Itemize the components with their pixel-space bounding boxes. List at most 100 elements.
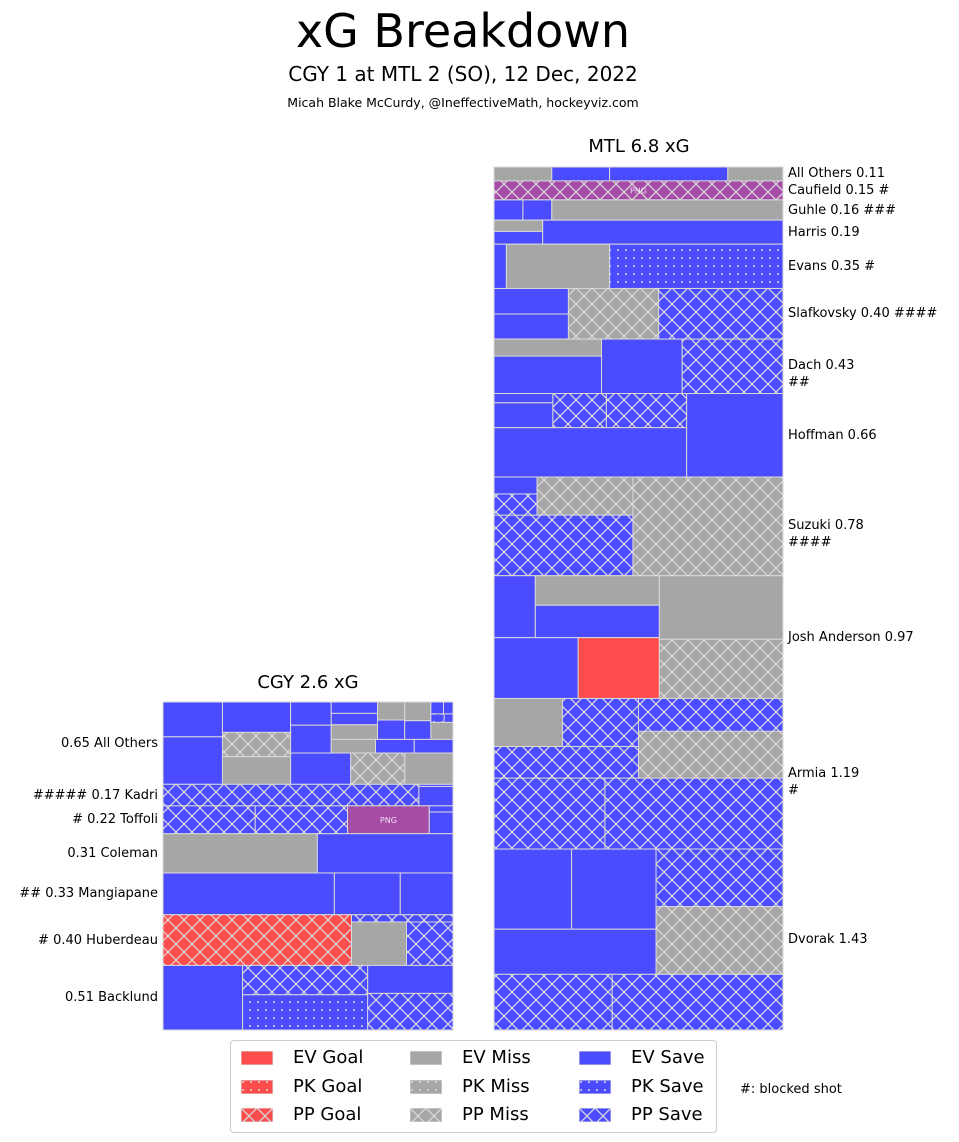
player-label-mtl: Slafkovsky 0.40 ####	[788, 306, 938, 322]
shot-cell-cgy-save-ev	[430, 701, 445, 715]
shot-cell-mtl-miss-ev	[551, 199, 784, 221]
legend-swatch	[241, 1051, 273, 1065]
shot-cell-cgy-save-ev	[333, 872, 401, 916]
mtl-treemap-title: MTL 6.8 xG	[588, 136, 690, 157]
shot-cell-cgy-save-ev	[162, 964, 244, 1031]
player-label-cgy: 0.31 Coleman	[67, 845, 158, 861]
player-label-mtl: Guhle 0.16 ###	[788, 202, 897, 218]
legend-label: PP Goal	[293, 1104, 362, 1125]
legend-swatch	[410, 1051, 442, 1065]
shot-cell-mtl-miss-pp	[567, 287, 660, 340]
shot-cell-cgy-save-ev	[443, 713, 454, 723]
shot-cell-mtl-save-ev	[686, 393, 784, 478]
shot-cell-cgy-save-ev	[413, 738, 454, 754]
shot-cell-cgy-miss-pp	[221, 731, 292, 758]
shot-cell-mtl-save-ev	[601, 338, 683, 395]
png-marker-label: PNG	[380, 816, 397, 825]
shot-cell-mtl-save-ev	[522, 199, 553, 221]
player-label-mtl: Armia 1.19 #	[788, 765, 860, 798]
shot-cell-mtl-miss-ev	[505, 243, 611, 289]
shot-cell-mtl-miss-ev	[493, 219, 544, 232]
shot-cell-cgy-save-ev	[404, 720, 432, 740]
shot-cell-cgy-miss-ev	[404, 752, 454, 785]
shot-cell-mtl-miss-ev	[658, 575, 784, 640]
shot-cell-mtl-save-pp	[658, 287, 784, 340]
shot-cell-cgy-save-ev	[290, 701, 332, 726]
shot-cell-mtl-save-pp	[611, 973, 784, 1031]
cgy-treemap-title: CGY 2.6 xG	[257, 672, 359, 693]
player-label-cgy: ## 0.33 Mangiapane	[19, 886, 158, 902]
shot-cell-cgy-miss-ev	[330, 724, 379, 740]
chart-credit: Micah Blake McCurdy, @IneffectiveMath, h…	[287, 95, 639, 110]
player-label-cgy: 0.51 Backlund	[65, 990, 158, 1006]
shot-cell-cgy-save-pk	[242, 994, 369, 1031]
shot-cell-mtl-save-pk	[609, 243, 784, 289]
shot-cell-cgy-miss-pp	[350, 752, 406, 785]
shot-cell-mtl-miss-ev	[493, 338, 603, 357]
shot-cell-mtl-miss-ev	[727, 166, 784, 182]
shot-cell-mtl-save-ev	[493, 230, 544, 245]
shot-cell-cgy-save-pp	[405, 921, 454, 966]
player-label-mtl: Josh Anderson 0.97	[788, 629, 914, 645]
shot-cell-mtl-miss-pp	[632, 476, 784, 577]
shot-cell-mtl-miss-pp	[655, 906, 784, 975]
legend-swatch	[579, 1051, 611, 1065]
player-label-mtl: Suzuki 0.78 ####	[788, 518, 864, 551]
shot-cell-mtl-save-pp	[638, 697, 784, 732]
shot-cell-cgy-save-pp	[367, 992, 454, 1031]
legend-label: PK Goal	[293, 1075, 363, 1097]
shot-cell-mtl-miss-pp	[658, 638, 784, 699]
cgy-treemap: PNG	[162, 701, 454, 1031]
shot-cell-cgy-save-ev	[162, 872, 335, 916]
shot-cell-cgy-miss-ev	[221, 756, 292, 785]
shot-cell-cgy-save-ev	[428, 805, 454, 813]
shot-cell-mtl-save-pp	[561, 697, 640, 748]
mtl-treemap: PNG	[493, 166, 784, 1031]
legend-swatch	[410, 1108, 442, 1122]
shot-cell-mtl-save-pp	[493, 514, 634, 577]
shot-cell-cgy-save-ev	[221, 701, 292, 733]
shot-cell-mtl-miss-ev	[493, 697, 563, 748]
shot-cell-mtl-save-ev	[493, 427, 688, 478]
shot-cell-mtl-save-pp	[493, 493, 538, 516]
shot-cell-cgy-save-ev	[330, 712, 379, 726]
legend-label: PP Save	[631, 1104, 703, 1125]
shot-cell-mtl-save-pp	[655, 848, 784, 908]
legend-swatch	[579, 1108, 611, 1122]
shot-cell-mtl-save-ev	[493, 637, 579, 699]
shot-cell-cgy-save-pp	[254, 805, 349, 835]
legend-label: EV Save	[631, 1047, 705, 1068]
shot-cell-mtl-miss-pp	[638, 730, 784, 779]
shot-cell-mtl-save-pp	[493, 777, 606, 850]
shot-cell-mtl-save-pp	[493, 746, 639, 779]
legend-label: PK Miss	[462, 1075, 530, 1097]
shot-cell-mtl-save-ev	[493, 476, 538, 495]
player-label-mtl: Hoffman 0.66	[788, 427, 877, 443]
player-label-mtl: Dvorak 1.43	[788, 932, 868, 948]
shot-cell-cgy-save-ev	[399, 872, 454, 916]
shot-cell-mtl-save-pp	[604, 777, 784, 850]
player-label-cgy: # 0.22 Toffoli	[72, 812, 158, 828]
shot-cell-mtl-save-ev	[493, 393, 554, 404]
shot-cell-mtl-goal-ev	[577, 637, 660, 699]
shot-cell-cgy-save-pp	[351, 914, 454, 923]
shot-cell-mtl-save-ev	[493, 313, 569, 340]
legend-swatch	[241, 1108, 273, 1122]
player-label-cgy: 0.65 All Others	[60, 735, 158, 751]
player-label-mtl: Caufield 0.15 #	[788, 182, 890, 198]
shot-cell-mtl-save-ev	[493, 199, 524, 221]
shot-cell-cgy-save-pp	[162, 783, 420, 807]
player-label-mtl: All Others 0.11	[788, 166, 886, 182]
shot-cell-cgy-save-pp	[162, 805, 256, 835]
legend-swatch	[410, 1079, 442, 1094]
legend: EV Goal PK Goal PP Goal EV Miss PK Miss PP Mi…	[230, 1040, 717, 1133]
chart-title: xG Breakdown	[295, 4, 631, 58]
shot-cell-cgy-miss-ev	[404, 701, 432, 722]
shot-cell-cgy-goal-pp	[162, 914, 352, 966]
shot-cell-cgy-save-ev	[330, 701, 379, 714]
legend-swatch	[579, 1079, 611, 1094]
shot-cell-mtl-save-ev	[493, 575, 536, 639]
shot-cell-mtl-miss-ev	[493, 166, 553, 182]
shot-cell-mtl-save-ev	[542, 219, 784, 245]
